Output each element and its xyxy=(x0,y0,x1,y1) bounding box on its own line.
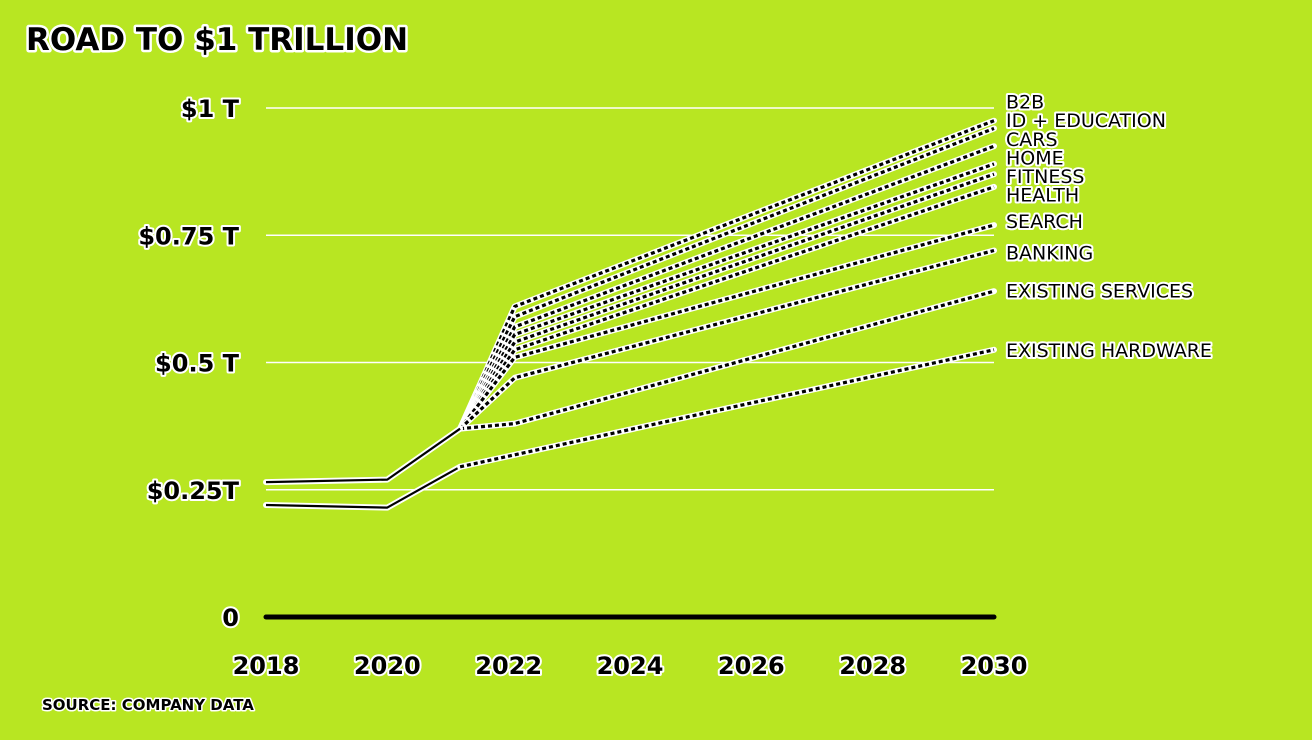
source-note: SOURCE: COMPANY DATA xyxy=(42,696,254,714)
series-label-cars: CARS xyxy=(1006,129,1058,151)
series-label-existing-hardware: EXISTING HARDWARE xyxy=(1006,340,1212,362)
chart-title: ROAD TO $1 TRILLION xyxy=(26,22,408,58)
y-tick-label: $0.75 T xyxy=(138,222,239,250)
series-line-existing-hardware-projection xyxy=(457,346,997,470)
series-label-search: SEARCH xyxy=(1006,211,1083,233)
x-tick-label: 2028 xyxy=(839,652,906,680)
y-axis-ticks: 0 $0.25T $0.5 T $0.75 T $1 T xyxy=(136,93,241,634)
y-tick-label: $0.5 T xyxy=(155,350,240,378)
series-label-b2b: B2B xyxy=(1006,91,1044,113)
series-line-banking-projection xyxy=(457,247,997,432)
y-tick-label: $1 T xyxy=(181,95,240,123)
series-label-home: HOME xyxy=(1006,147,1064,169)
series-label-fitness: FITNESS xyxy=(1006,166,1084,188)
x-axis-ticks: 2018 2020 2022 2024 2026 2028 2030 xyxy=(231,650,1030,682)
series-line-existing-services-projection xyxy=(457,288,997,432)
series-line-existing-hardware-historic xyxy=(263,463,464,511)
series-lines xyxy=(263,117,997,511)
gridlines xyxy=(263,107,997,620)
series-label-banking: BANKING xyxy=(1006,243,1093,265)
series-label-existing-services: EXISTING SERVICES xyxy=(1006,281,1193,303)
x-tick-label: 2020 xyxy=(354,652,421,680)
series-line-search-projection xyxy=(457,222,997,432)
series-line-cars-projection xyxy=(457,143,997,432)
x-tick-label: 2018 xyxy=(233,652,300,680)
series-label-health: HEALTH xyxy=(1006,185,1079,207)
x-tick-label: 2026 xyxy=(718,652,785,680)
series-label-id-education: ID + EDUCATION xyxy=(1006,110,1166,132)
series-line-base-historic xyxy=(263,425,464,486)
x-tick-label: 2030 xyxy=(961,652,1028,680)
x-tick-label: 2024 xyxy=(597,652,664,680)
y-tick-label: $0.25T xyxy=(147,477,240,505)
x-tick-label: 2022 xyxy=(475,652,542,680)
y-tick-label: 0 xyxy=(222,604,239,632)
